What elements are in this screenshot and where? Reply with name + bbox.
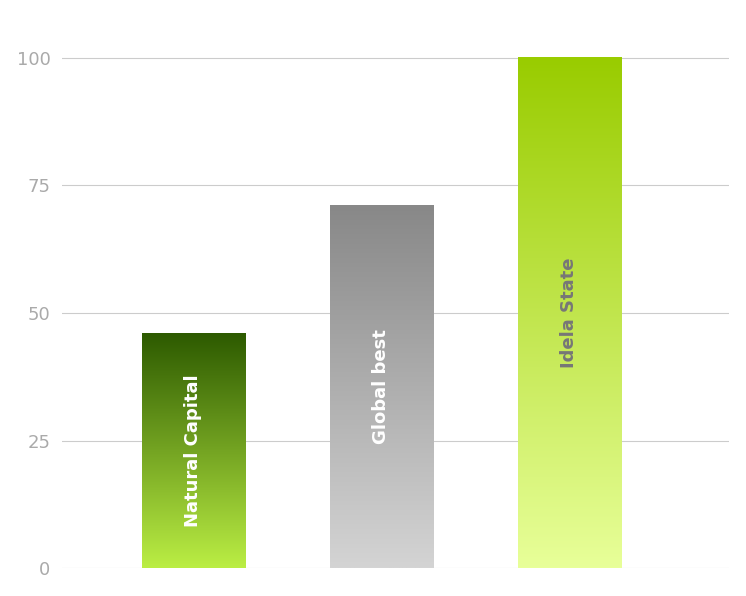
Text: Global best: Global best [372,330,390,445]
Text: Idela State: Idela State [560,257,578,368]
Text: Natural Capital: Natural Capital [184,374,202,527]
